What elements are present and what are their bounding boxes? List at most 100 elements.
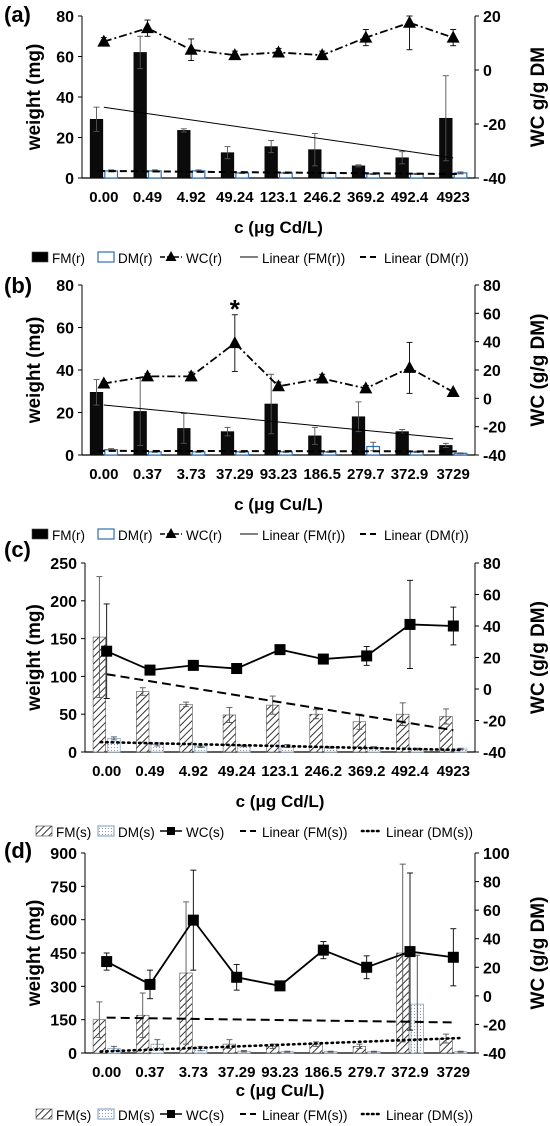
wc-marker xyxy=(446,384,460,397)
y-tick-label: 750 xyxy=(50,879,77,896)
y-tick-label: 100 xyxy=(50,669,77,686)
wc-marker xyxy=(447,620,459,632)
y2-tick-label: 80 xyxy=(483,556,501,573)
wc-marker xyxy=(317,653,329,665)
wc-marker xyxy=(187,659,199,671)
panel-label: (a) xyxy=(4,2,31,27)
x-axis-title: c (μg Cu/L) xyxy=(234,495,323,514)
x-tick-label: 369.2 xyxy=(347,189,385,206)
x-tick-label: 37.29 xyxy=(218,1064,256,1081)
y2-tick-label: 0 xyxy=(483,989,492,1006)
legend-label: WC(s) xyxy=(186,1108,224,1123)
y2-tick-label: -40 xyxy=(483,448,506,465)
chart-panel-3: 0 50 100 150 200 250 -40 -20 0 20 40 60 80 0.00 0.49 4.… xyxy=(4,537,549,840)
legend-swatch-fm xyxy=(31,251,49,263)
legend-swatch-wc-marker xyxy=(167,827,175,835)
x-tick-label: 0.49 xyxy=(133,189,162,206)
legend-item-fm: FM(r) xyxy=(31,528,85,543)
wc-marker xyxy=(141,21,154,34)
x-tick-label: 186.5 xyxy=(303,466,341,483)
wc-marker xyxy=(97,376,111,389)
y-tick-label: 80 xyxy=(56,278,74,295)
dm-bar xyxy=(107,737,121,753)
x-tick-label: 93.23 xyxy=(260,466,298,483)
legend-item-wc: WC(r) xyxy=(160,528,222,543)
y2-tick-label: -20 xyxy=(483,117,506,134)
legend-item-dm: DM(s) xyxy=(97,825,155,840)
y-axis-title: weight (mg) xyxy=(24,317,45,425)
wc-marker xyxy=(447,951,459,963)
y-tick-label: 20 xyxy=(56,131,74,148)
x-tick-label: 0.00 xyxy=(92,763,121,780)
legend-label: DM(r) xyxy=(118,251,152,266)
x-tick-label: 372.9 xyxy=(391,1064,429,1081)
legend-label: Linear (DM(s)) xyxy=(386,825,473,840)
legend-item-ldm: Linear (DM(r)) xyxy=(360,251,469,266)
legend-label: DM(s) xyxy=(118,1108,155,1123)
y-tick-label: 50 xyxy=(59,707,77,724)
wc-marker xyxy=(359,30,373,43)
y2-tick-label: 20 xyxy=(483,9,501,26)
panel-label: (c) xyxy=(4,537,31,562)
dm-trendline xyxy=(97,449,460,453)
y2-tick-label: 0 xyxy=(483,391,492,408)
y-tick-label: 150 xyxy=(50,632,77,649)
legend-swatch-fm xyxy=(35,825,53,837)
y-tick-label: 250 xyxy=(50,556,77,573)
wc-marker xyxy=(228,336,242,349)
wc-marker xyxy=(231,663,243,675)
y2-tick-label: -20 xyxy=(483,420,506,437)
y2-tick-label: 60 xyxy=(483,306,501,323)
legend-item-ldm: Linear (DM(s)) xyxy=(360,1108,473,1123)
x-tick-label: 3729 xyxy=(436,466,469,483)
legend-label: WC(s) xyxy=(186,825,224,840)
legend-label: FM(r) xyxy=(52,251,85,266)
panel-label: (d) xyxy=(4,838,32,863)
x-tick-label: 246.2 xyxy=(303,189,341,206)
x-axis-title: c (μg Cd/L) xyxy=(236,792,325,811)
wc-marker xyxy=(101,645,113,657)
y-tick-label: 0 xyxy=(65,171,74,188)
x-tick-label: 372.9 xyxy=(391,466,429,483)
wc-marker xyxy=(404,946,416,958)
x-tick-label: 492.4 xyxy=(391,763,429,780)
legend-label: Linear (FM(r)) xyxy=(262,251,345,266)
legend-swatch-wc-marker xyxy=(165,528,177,538)
y-tick-label: 0 xyxy=(68,1046,77,1063)
panel-label: (b) xyxy=(4,273,32,298)
legend-swatch-dm xyxy=(97,251,115,263)
y-tick-label: 20 xyxy=(56,406,74,423)
legend-label: Linear (FM(s)) xyxy=(262,825,348,840)
y-tick-label: 900 xyxy=(50,846,77,863)
legend-item-dm: DM(r) xyxy=(97,251,152,266)
y-axis-title: weight (mg) xyxy=(24,44,45,152)
legend-label: WC(r) xyxy=(186,251,222,266)
y2-tick-label: 60 xyxy=(483,588,501,605)
y-tick-label: 60 xyxy=(56,50,74,67)
legend-label: Linear (FM(s)) xyxy=(262,1108,348,1123)
x-tick-label: 3.73 xyxy=(177,466,206,483)
y-tick-label: 80 xyxy=(56,9,74,26)
y-tick-label: 0 xyxy=(65,448,74,465)
y2-tick-label: -20 xyxy=(483,714,506,731)
legend-label: FM(s) xyxy=(56,825,91,840)
fm-bar xyxy=(351,165,366,179)
y2-tick-label: 20 xyxy=(483,651,501,668)
wc-marker xyxy=(317,944,329,956)
x-tick-label: 0.00 xyxy=(89,189,118,206)
x-tick-label: 49.24 xyxy=(216,189,254,206)
legend-item-fm: FM(s) xyxy=(35,825,91,840)
wc-marker xyxy=(228,48,242,61)
wc-marker xyxy=(446,30,460,43)
y2-tick-label: 60 xyxy=(483,903,501,920)
significance-star: * xyxy=(230,294,241,324)
wc-marker xyxy=(187,914,199,926)
y2-axis-title: WC (g/g DM) xyxy=(528,601,549,714)
x-tick-label: 279.7 xyxy=(348,1064,386,1081)
x-tick-label: 0.37 xyxy=(135,1064,164,1081)
wc-marker xyxy=(274,980,286,992)
x-tick-label: 4.92 xyxy=(177,189,206,206)
wc-marker xyxy=(403,15,416,28)
y-tick-label: 300 xyxy=(50,979,77,996)
